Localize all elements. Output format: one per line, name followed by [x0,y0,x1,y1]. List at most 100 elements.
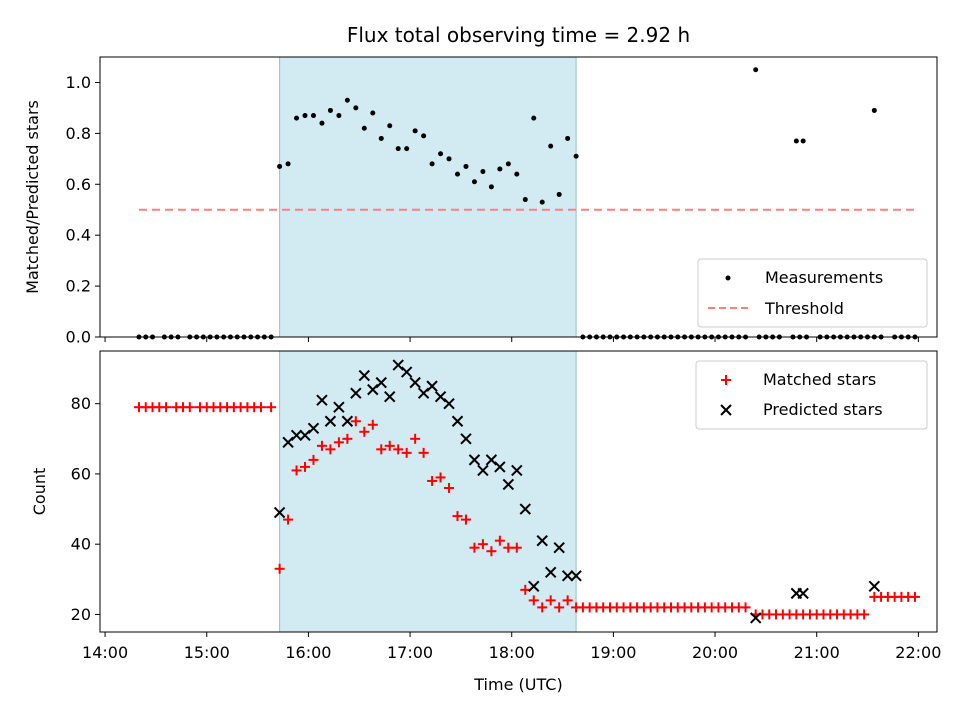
x-stroke [316,394,328,406]
matched-star-point [537,602,548,613]
measurement-point [285,161,291,167]
matched-star-point [427,475,438,486]
y-tick-label: 40 [71,535,91,554]
x-tick-label: 22:00 [895,643,941,662]
matched-star-point [410,433,421,444]
predicted-star-point [502,478,515,491]
x-stroke [400,366,413,378]
x-stroke [350,387,362,399]
matched-star-point [384,440,395,451]
x-stroke [536,534,548,547]
measurement-point [871,107,877,113]
predicted-star-point [536,534,548,547]
x-stroke [561,570,574,582]
top-observing-window-shade [279,56,577,338]
y-tick-label: 20 [71,605,91,624]
measurement-point [505,161,511,167]
matched-star-point [184,402,195,413]
x-stroke [451,415,464,427]
matched-star-point [342,433,353,444]
matched-star-point [494,535,505,546]
x-axis-label: Time (UTC) [473,675,562,694]
predicted-star-point [570,570,582,582]
predicted-star-point [451,415,464,427]
x-stroke [477,464,489,477]
matched-star-point [909,591,920,602]
measurement-point [404,146,410,152]
matched-star-point [511,542,522,553]
measurement-point [370,110,376,116]
matched-star-point [503,542,514,553]
matched-star-point [486,546,497,557]
measurement-point [471,179,477,185]
measurement-point [531,115,537,121]
y-tick-label: 0.8 [66,124,91,143]
x-stroke [868,580,881,593]
matched-star-point [452,511,463,522]
x-stroke [519,503,531,515]
x-tick-label: 18:00 [489,643,535,662]
x-tick-label: 14:00 [82,643,128,662]
measurement-point [548,143,554,149]
predicted-star-point [299,429,311,442]
matched-star-point [418,447,429,458]
x-stroke [485,454,498,466]
matched-star-point [740,602,751,613]
measurement-point [463,163,469,169]
matched-star-point [266,402,277,413]
predicted-star-points [273,359,881,624]
matched-star-point [308,454,319,465]
bottom-y-ticks: 20 40 60 80 [71,394,100,624]
matched-star-point [350,416,361,427]
measurement-point [412,128,418,134]
x-stroke [367,383,379,396]
predicted-star-point [494,461,506,473]
predicted-star-point [367,383,379,396]
measurement-point [539,199,545,205]
legend-measurements-marker [725,275,731,281]
measurement-point [310,113,316,119]
matched-star-point [859,609,870,620]
x-stroke [273,506,286,519]
x-stroke [494,461,506,473]
measurement-point [353,105,359,111]
matched-star-point [460,514,471,525]
predicted-star-point [384,390,396,403]
matched-star-point [477,539,488,550]
matched-star-point [545,595,556,606]
x-stroke [375,376,387,389]
top-panel: 0.0 0.2 0.4 0.6 0.8 1.0 Flux total observing … [23,23,938,347]
x-tick-label: 16:00 [285,643,331,662]
predicted-star-point [749,612,762,624]
matched-star-point [367,419,378,430]
measurement-point [565,135,571,141]
measurement-point [327,107,333,113]
bottom-legend: Matched stars Predicted stars [695,360,928,430]
chart-title: Flux total observing time = 2.92 h [347,23,690,47]
x-stroke [460,433,472,445]
y-tick-label: 0.4 [66,226,91,245]
predicted-star-point [477,464,489,477]
x-stroke [553,541,565,554]
x-stroke [511,464,523,477]
bottom-panel: 20 40 60 80 14:00 15:00 16:00 17:00 18:00 19:00 2… [30,350,941,694]
predicted-star-point [544,566,557,578]
legend-predicted-marker [720,404,732,416]
x-stroke [409,376,421,389]
matched-star-point [554,602,565,613]
legend-x [720,404,732,416]
x-stroke [384,390,396,403]
predicted-star-point [409,376,421,389]
legend-predicted-label: Predicted stars [763,400,883,419]
x-stroke [282,436,294,449]
x-stroke [417,387,430,399]
measurement-point [514,171,520,177]
measurement-point [294,115,300,121]
top-legend-box [697,258,928,328]
predicted-star-point [358,369,371,382]
measurement-point [573,153,579,159]
bottom-x-ticks: 14:00 15:00 16:00 17:00 18:00 19:00 20:00 21:00… [82,632,941,662]
measurement-point [438,151,444,157]
legend-matched-marker [721,375,731,385]
